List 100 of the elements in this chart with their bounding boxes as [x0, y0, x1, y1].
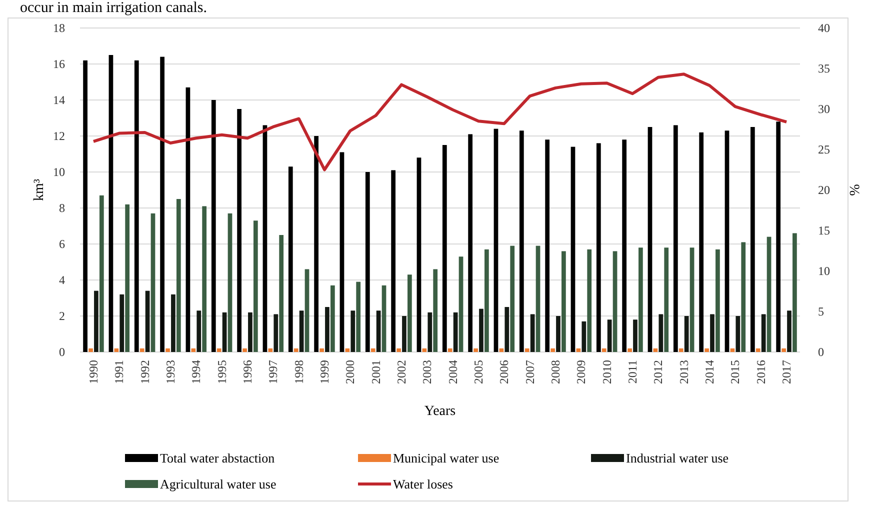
y2-tick-label: 20 [818, 183, 830, 198]
y2-tick-label: 5 [818, 304, 824, 319]
bar [582, 321, 586, 352]
x-tick-label: 2011 [626, 360, 640, 384]
x-tick-label: 1995 [214, 360, 229, 384]
bar [140, 348, 144, 352]
x-tick-label: 1998 [292, 360, 306, 384]
x-axis-title: Years [424, 404, 456, 419]
y-tick-label: 8 [59, 201, 65, 216]
x-tick-label: 2013 [676, 360, 691, 384]
bar [550, 348, 555, 352]
bar [356, 282, 361, 352]
bar [145, 290, 150, 352]
y2-tick-label: 15 [818, 224, 830, 238]
bar [587, 249, 592, 352]
bar [699, 132, 704, 352]
bar [536, 246, 540, 352]
x-tick-label: 2005 [472, 360, 486, 384]
x-tick-label: 1992 [138, 360, 152, 384]
x-tick-label: 1993 [163, 360, 178, 384]
bar [166, 348, 170, 352]
bar [382, 285, 386, 352]
bar [216, 348, 222, 352]
bar [468, 134, 473, 352]
y-tick-label: 0 [59, 345, 65, 360]
x-tick-label: 2002 [394, 360, 408, 384]
bar [442, 145, 447, 352]
bar [114, 348, 119, 352]
bar [545, 140, 550, 352]
y-axis-title: km³ [32, 178, 47, 202]
bar [262, 125, 268, 352]
bar [242, 348, 247, 352]
bar [222, 312, 227, 352]
bar [494, 128, 498, 352]
y-tick-label: 18 [53, 21, 65, 36]
bar [453, 312, 458, 352]
bar [268, 348, 273, 352]
x-tick-label: 1996 [240, 360, 254, 384]
bar [202, 206, 207, 352]
legend-label: Industrial water use [626, 450, 729, 466]
bar [474, 348, 478, 352]
bar [211, 100, 216, 352]
bar [402, 316, 406, 352]
bar [350, 310, 356, 352]
bar [88, 348, 93, 352]
bar [484, 249, 489, 352]
bar [570, 146, 576, 352]
x-tick-label: 2017 [780, 360, 794, 384]
bar [658, 314, 664, 352]
bar [741, 242, 746, 352]
x-tick-label: 2004 [446, 360, 460, 384]
x-tick-label: 2009 [574, 360, 588, 384]
x-tick-label: 2012 [651, 360, 666, 384]
x-tick-label: 1994 [189, 360, 204, 384]
y-tick-label: 6 [59, 237, 65, 252]
bar [612, 251, 618, 352]
y2-tick-label: 25 [818, 142, 830, 157]
bar [196, 310, 202, 352]
bar [176, 199, 181, 352]
bar [253, 220, 258, 352]
bar [562, 251, 566, 352]
bar [756, 348, 760, 352]
bar [556, 316, 560, 352]
bar [602, 348, 606, 352]
bar [294, 348, 298, 352]
bar [150, 213, 156, 352]
y-tick-label: 2 [59, 309, 65, 324]
bar [94, 290, 98, 352]
bar [186, 87, 190, 352]
bar [370, 348, 376, 352]
bar [648, 127, 652, 352]
bar [134, 60, 139, 352]
x-tick-label: 2016 [754, 360, 768, 384]
bar [530, 314, 535, 352]
bar [724, 130, 730, 352]
bar [690, 248, 694, 352]
x-tick-label: 1991 [112, 360, 126, 384]
y-tick-label: 12 [53, 129, 65, 144]
y-tick-label: 4 [59, 273, 65, 288]
bar [340, 152, 344, 352]
bar [776, 122, 781, 352]
x-tick-label: 2003 [420, 360, 434, 384]
bar [160, 56, 164, 352]
bar [288, 166, 293, 352]
x-tick-label: 2015 [728, 360, 742, 384]
bar [782, 348, 786, 352]
x-tick-label: 1997 [266, 360, 280, 384]
bar [704, 348, 709, 352]
bar [320, 348, 324, 352]
bar [416, 158, 422, 352]
bar [407, 274, 412, 352]
x-tick-label: 2001 [368, 360, 383, 384]
bar [108, 55, 114, 352]
bar [458, 256, 464, 352]
bar [519, 130, 524, 352]
bar [787, 310, 792, 352]
x-tick-label: 2010 [600, 360, 614, 384]
y2-tick-label: 40 [818, 21, 830, 36]
bar [376, 310, 381, 352]
bar [628, 348, 632, 352]
